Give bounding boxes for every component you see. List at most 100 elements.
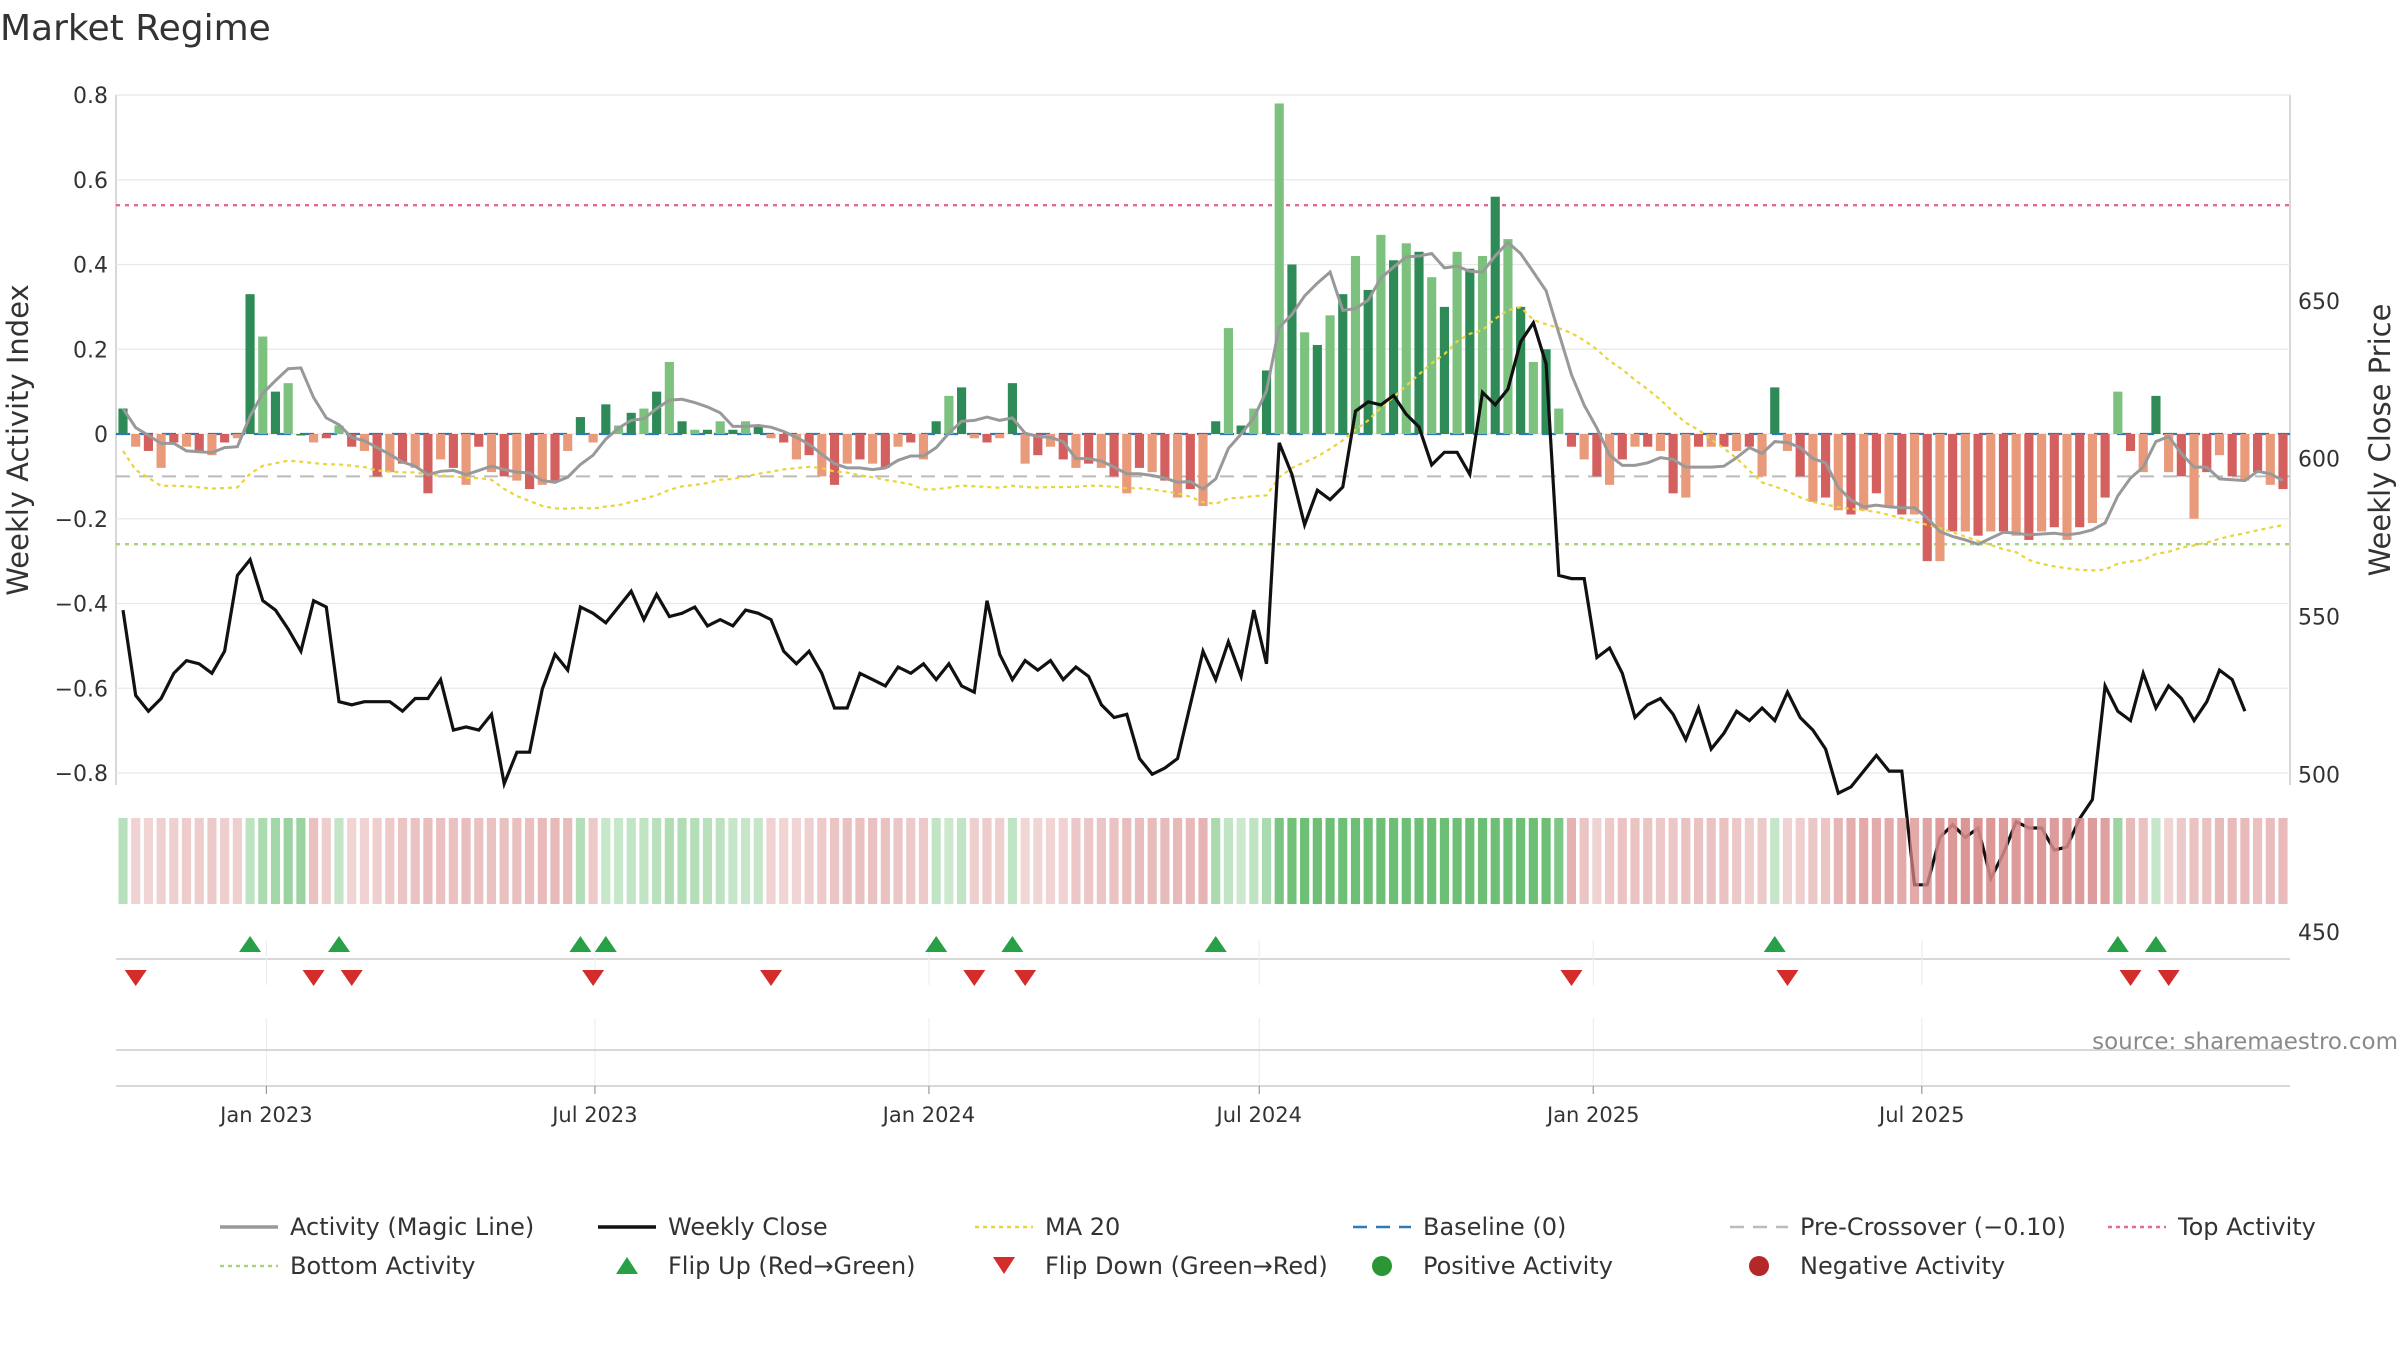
- activity-bar: [715, 421, 725, 434]
- regime-cell: [982, 818, 992, 904]
- activity-bar: [702, 429, 713, 434]
- regime-cell: [779, 818, 789, 904]
- regime-cell: [804, 818, 814, 904]
- regime-cell: [1795, 818, 1805, 904]
- legend-item-magic: Activity (Magic Line): [220, 1213, 534, 1241]
- legend-item-neg: Negative Activity: [1749, 1252, 2005, 1280]
- ma20-line: [122, 305, 2284, 572]
- regime-cell: [1045, 818, 1056, 904]
- regime-cell: [702, 818, 713, 904]
- activity-bar: [1300, 332, 1310, 434]
- regime-cell: [397, 818, 408, 904]
- regime-cell: [1261, 818, 1272, 904]
- flip-up-marker: [594, 936, 617, 952]
- left-tick-label: 0.4: [73, 254, 108, 279]
- regime-cell: [1693, 818, 1704, 904]
- legend-label: Positive Activity: [1423, 1252, 1613, 1280]
- regime-cell: [957, 818, 967, 904]
- flip-down-marker: [760, 970, 782, 986]
- regime-cell: [2049, 818, 2059, 904]
- regime-cell: [2037, 818, 2047, 904]
- regime-cell: [1630, 818, 1640, 904]
- regime-cell: [436, 818, 446, 904]
- regime-cell: [525, 818, 535, 904]
- regime-cell: [1744, 818, 1754, 904]
- regime-cell: [270, 818, 281, 904]
- activity-bar: [1389, 260, 1399, 434]
- flip-up-marker: [328, 936, 350, 952]
- legend-swatch: [993, 1257, 1015, 1274]
- activity-bar: [2240, 434, 2250, 481]
- activity-bar: [2113, 391, 2123, 434]
- activity-bar: [1223, 328, 1233, 434]
- regime-cell: [207, 818, 217, 904]
- regime-cell: [372, 818, 382, 904]
- regime-cell: [1338, 818, 1348, 904]
- regime-cell: [1134, 818, 1145, 904]
- regime-cell: [1960, 818, 1970, 904]
- regime-cell: [537, 818, 547, 904]
- regime-cell: [2011, 818, 2021, 904]
- regime-cell: [1503, 818, 1513, 904]
- legend-label: Weekly Close: [668, 1213, 828, 1241]
- activity-bar: [1007, 383, 1017, 434]
- activity-bar: [270, 391, 281, 434]
- activity-bar: [1617, 434, 1627, 460]
- activity-bar: [1960, 434, 1970, 532]
- activity-bar: [1668, 434, 1678, 494]
- flip-down-marker: [2119, 970, 2142, 986]
- regime-cell: [1033, 818, 1043, 904]
- regime-cell: [131, 818, 141, 904]
- legend-label: Pre-Crossover (−0.10): [1800, 1213, 2066, 1241]
- activity-bar: [1579, 434, 1589, 460]
- regime-cell: [741, 818, 751, 904]
- activity-bar: [1071, 434, 1081, 468]
- activity-bar: [1948, 434, 1958, 532]
- regime-cell: [2100, 818, 2110, 904]
- activity-bar: [1630, 434, 1640, 447]
- activity-bar: [118, 408, 128, 434]
- date-axis-gridlines: [265, 1018, 1923, 1086]
- activity-bar: [1871, 434, 1881, 494]
- activity-bar: [1655, 434, 1665, 451]
- activity-bar: [2100, 434, 2110, 498]
- activity-bar: [448, 434, 458, 468]
- regime-cell: [1719, 818, 1729, 904]
- regime-cell: [1185, 818, 1195, 904]
- activity-bar: [1465, 268, 1475, 434]
- legend-item-baseline: Baseline (0): [1353, 1213, 1566, 1241]
- regime-cell: [1223, 818, 1233, 904]
- activity-bar: [766, 434, 776, 439]
- regime-cell: [1706, 818, 1716, 904]
- activity-bar: [2227, 434, 2237, 477]
- regime-cell: [1350, 818, 1361, 904]
- activity-bar: [372, 434, 382, 477]
- source-note: source: sharemaestro.com: [2092, 1029, 2398, 1055]
- flip-gridlines: [265, 940, 1923, 985]
- activity-bar: [1477, 256, 1488, 434]
- regime-cell: [1439, 818, 1449, 904]
- regime-cell: [423, 818, 433, 904]
- activity-bar: [1058, 434, 1068, 460]
- activity-bar: [1211, 421, 1221, 434]
- activity-bar: [753, 425, 763, 434]
- regime-cell: [753, 818, 763, 904]
- activity-bar: [2202, 434, 2212, 473]
- activity-bar: [2278, 434, 2288, 490]
- regime-cell: [842, 818, 852, 904]
- regime-cell: [2151, 818, 2161, 904]
- activity-bar: [1439, 306, 1449, 434]
- flip-up-marker: [925, 936, 948, 952]
- regime-cell: [1389, 818, 1399, 904]
- flip-down-marker: [1014, 970, 1037, 986]
- activity-bar: [2253, 434, 2263, 473]
- regime-cell: [1287, 818, 1297, 904]
- regime-cell: [1198, 818, 1208, 904]
- regime-cell: [2214, 818, 2225, 904]
- activity-bar: [1808, 434, 1818, 502]
- regime-cell: [1655, 818, 1665, 904]
- regime-cell: [1160, 818, 1170, 904]
- activity-bar: [1020, 434, 1030, 464]
- activity-bar: [474, 434, 484, 447]
